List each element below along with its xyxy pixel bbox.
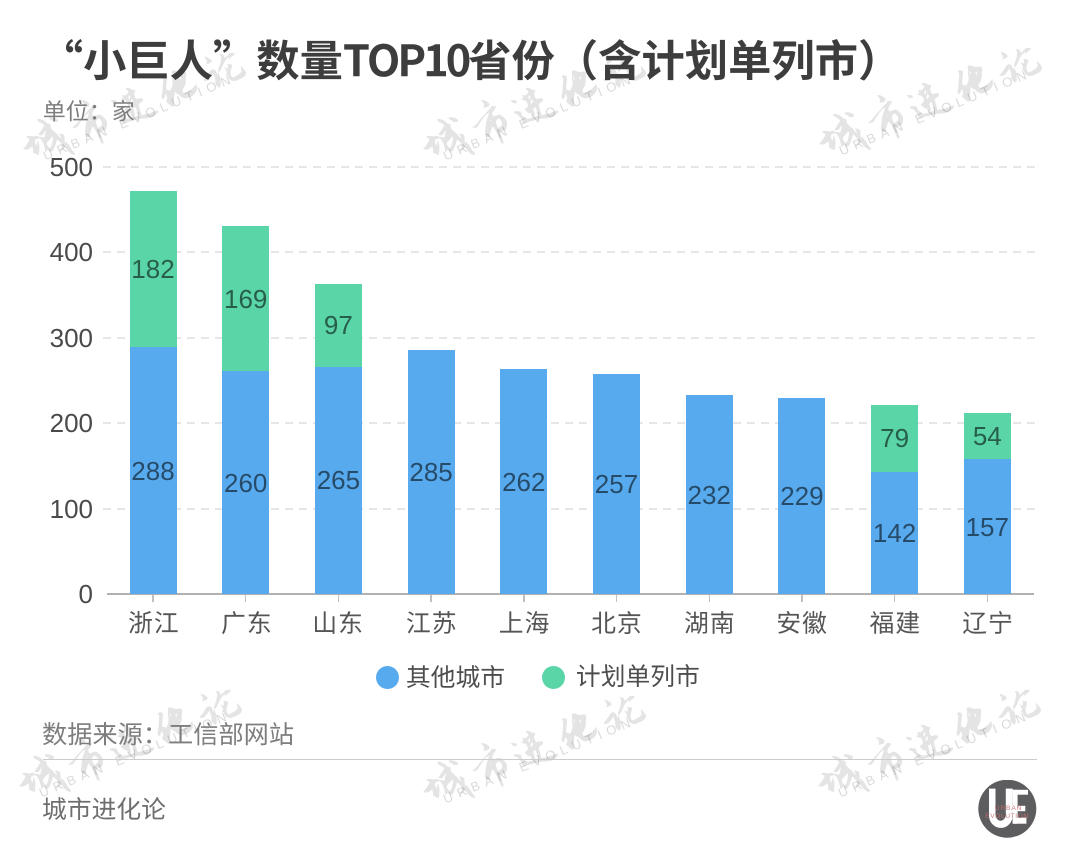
- svg-text:URBAN: URBAN: [995, 805, 1023, 812]
- svg-text:EVOLUTION: EVOLUTION: [985, 813, 1029, 820]
